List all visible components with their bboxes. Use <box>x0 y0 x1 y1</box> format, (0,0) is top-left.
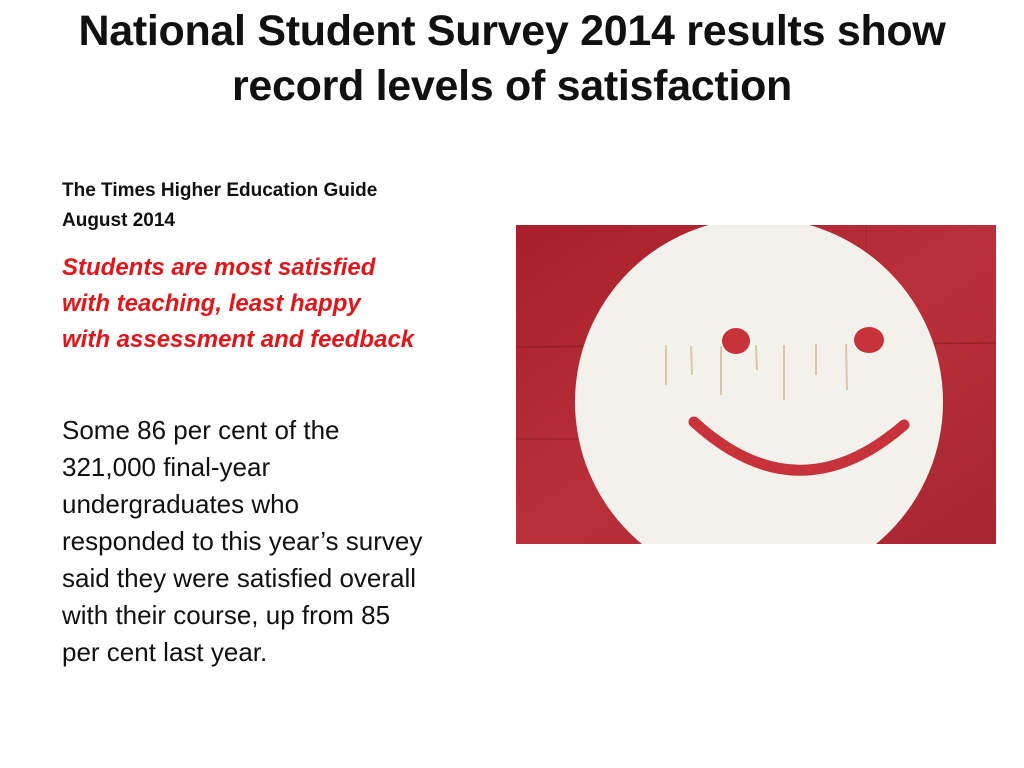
rust-drips <box>665 343 848 400</box>
source-citation: The Times Higher Education Guide August … <box>62 176 502 236</box>
smile-mouth <box>688 416 910 476</box>
source-date: August 2014 <box>62 210 175 231</box>
slide-title: National Student Survey 2014 results sho… <box>78 7 946 110</box>
body-paragraph: Some 86 per cent of the 321,000 final-ye… <box>62 415 423 667</box>
smiley-face-illustration <box>516 225 996 544</box>
highlight-subheading: Students are most satisfied with teachin… <box>62 254 415 353</box>
smiley-face-circle <box>575 225 943 544</box>
left-eye <box>722 328 750 354</box>
smiley-face-photo <box>516 225 996 544</box>
source-publication: The Times Higher Education Guide <box>62 180 378 201</box>
right-eye <box>854 327 884 353</box>
